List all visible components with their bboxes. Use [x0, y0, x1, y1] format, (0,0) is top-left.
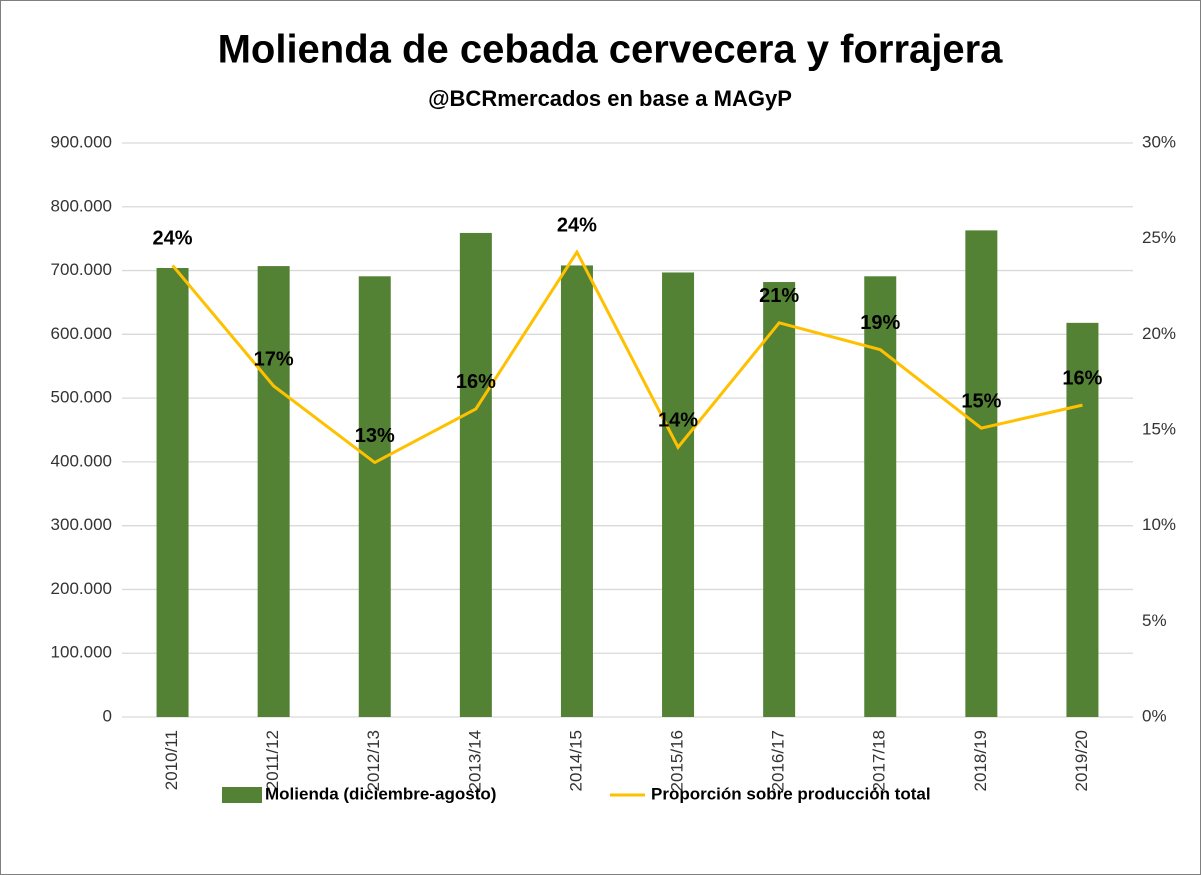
bar — [763, 282, 796, 717]
y-tick-label: 0 — [103, 706, 112, 725]
chart-title: Molienda de cebada cervecera y forrajera — [218, 28, 1004, 72]
data-label: 24% — [153, 228, 193, 250]
y-tick-label: 100.000 — [51, 643, 112, 662]
y-tick-label: 300.000 — [51, 515, 112, 534]
y-tick-label: 500.000 — [51, 388, 112, 407]
bar — [864, 276, 897, 717]
bar — [156, 268, 189, 717]
y2-tick-label: 0% — [1142, 706, 1167, 725]
data-label: 14% — [658, 410, 698, 432]
legend-swatch — [222, 787, 262, 803]
x-tick-label: 2011/12 — [263, 730, 282, 790]
bar — [257, 266, 290, 717]
y-tick-label: 600.000 — [51, 324, 112, 343]
legend-label: Proporción sobre producción total — [651, 784, 931, 803]
bar — [459, 232, 492, 717]
data-label: 16% — [456, 371, 496, 393]
x-tick-label: 2012/13 — [364, 730, 383, 791]
data-label: 24% — [557, 214, 597, 236]
x-tick-label: 2017/18 — [870, 730, 889, 791]
data-label: 16% — [1062, 367, 1102, 389]
bar — [560, 265, 593, 717]
data-label: 15% — [961, 390, 1001, 412]
x-tick-label: 2015/16 — [668, 730, 687, 791]
x-tick-label: 2018/19 — [971, 730, 990, 791]
line — [171, 249, 1083, 465]
data-label: 17% — [254, 348, 294, 370]
bar — [965, 230, 998, 717]
y2-tick-label: 30% — [1142, 132, 1176, 151]
bar — [662, 272, 695, 717]
y2-tick-label: 20% — [1142, 324, 1176, 343]
x-tick-label: 2016/17 — [769, 730, 788, 791]
data-label: 19% — [860, 312, 900, 334]
y2-tick-label: 10% — [1142, 515, 1176, 534]
x-tick-label: 2014/15 — [566, 730, 585, 791]
y-tick-label: 200.000 — [51, 579, 112, 598]
bar — [358, 276, 391, 717]
x-tick-label: 2019/20 — [1072, 730, 1091, 791]
y2-tick-label: 25% — [1142, 228, 1176, 247]
y-tick-label: 400.000 — [51, 451, 112, 470]
data-label: 13% — [355, 425, 395, 447]
legend-label: Molienda (diciembre-agosto) — [265, 784, 496, 803]
y2-tick-label: 5% — [1142, 611, 1167, 630]
data-label: 21% — [759, 285, 799, 307]
x-tick-label: 2013/14 — [465, 730, 484, 791]
bar — [1066, 322, 1099, 717]
y-tick-label: 900.000 — [51, 132, 112, 151]
chart-subtitle: @BCRmercados en base a MAGyP — [428, 86, 792, 111]
x-tick-label: 2010/11 — [162, 730, 181, 790]
y2-tick-label: 15% — [1142, 419, 1176, 438]
y-tick-label: 700.000 — [51, 260, 112, 279]
y-tick-label: 800.000 — [51, 196, 112, 215]
